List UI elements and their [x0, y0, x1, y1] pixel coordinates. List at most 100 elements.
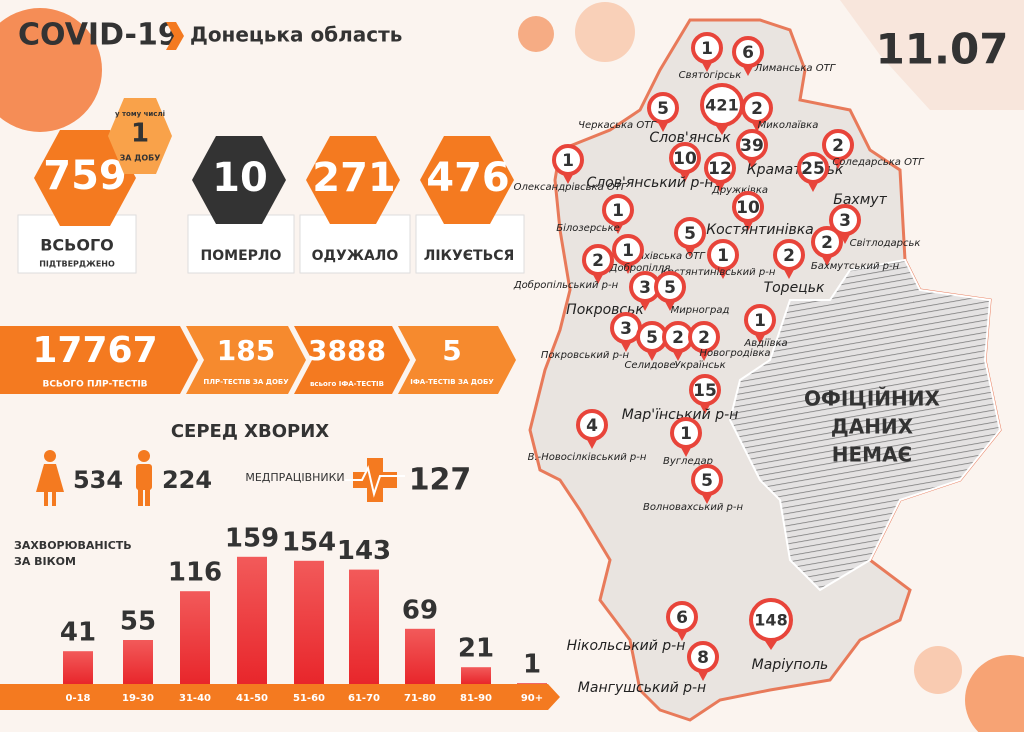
pin-head	[670, 417, 702, 449]
pin-count: 1	[680, 424, 692, 444]
pin-head	[602, 194, 634, 226]
place-name: Маріуполь	[752, 657, 829, 673]
age-category: 51-60	[293, 693, 325, 704]
map-pin: 5 Волновахський р-н	[643, 464, 744, 513]
age-title: ЗАХВОРЮВАНІСТЬ	[14, 539, 132, 552]
pin-count: 1	[701, 39, 713, 59]
pin-count: 3	[839, 211, 851, 231]
map-pin: 3 Світлодарськ	[829, 204, 920, 249]
stat-label: ПОМЕРЛО	[201, 248, 282, 264]
pin-count: 15	[693, 381, 717, 401]
map-pin: 5 Селидове	[624, 321, 676, 371]
place-name: Білозерське	[556, 222, 620, 234]
map-pin: 25 Бахмут	[797, 152, 888, 208]
date: 11.07	[876, 25, 1009, 74]
test-value: 3888	[308, 334, 386, 367]
place-name: Торецьк	[764, 280, 825, 296]
pin-count: 5	[657, 99, 669, 119]
pin-head	[736, 129, 768, 161]
place-name: Українськ	[674, 360, 725, 371]
pin-count: 6	[742, 43, 754, 63]
hexagon	[108, 98, 172, 174]
age-category: 0-18	[65, 693, 90, 704]
age-category: 81-90	[460, 693, 492, 704]
place-name: Святогірськ	[679, 69, 742, 81]
place-name: Покровський р-н	[541, 350, 630, 361]
pin-head	[811, 226, 843, 258]
age-banner	[0, 684, 560, 710]
test-value: 5	[442, 334, 461, 367]
age-value: 116	[168, 558, 222, 588]
pin-head	[689, 374, 721, 406]
map-pin: 6 Нікольський р-н	[567, 601, 698, 654]
pin-head	[704, 152, 736, 184]
place-name: Добропілля	[609, 262, 671, 274]
pin-count: 8	[697, 648, 709, 668]
age-category: 90+	[521, 693, 543, 704]
pin-count: 4	[586, 416, 598, 436]
hexagon	[34, 130, 136, 226]
pin-count: 1	[717, 246, 729, 266]
pin-count: 421	[705, 96, 738, 115]
place-name: В.-Новосілківський р-н	[528, 451, 647, 463]
stat-value: 271	[312, 155, 396, 201]
pin-count: 1	[622, 241, 634, 261]
age-category: 41-50	[236, 693, 268, 704]
pin-count: 6	[676, 608, 688, 628]
test-label: ІФА-ТЕСТІВ ЗА ДОБУ	[410, 378, 494, 386]
place-name: Шахівська ОТГ	[627, 250, 706, 262]
stat-value: 476	[426, 155, 510, 201]
region: Донецька область	[190, 23, 402, 47]
age-value: 154	[282, 527, 336, 557]
pin-count: 2	[832, 136, 844, 156]
age-value: 41	[60, 618, 96, 648]
pin-count: 2	[783, 246, 795, 266]
pin-head	[797, 152, 829, 184]
pin-head	[669, 142, 701, 174]
map-pin: 2 Бахмутський р-н	[811, 226, 900, 272]
pin-head	[654, 271, 686, 303]
stat-label: ЛІКУЄТЬСЯ	[424, 248, 515, 264]
daily-prefix: у тому числі	[115, 110, 165, 118]
map-pin: 5 Шахівська ОТГ	[627, 217, 706, 262]
place-name: Вугледар	[663, 456, 713, 467]
patients: СЕРЕД ХВОРИХ 534 224 МЕДПРАЦІВНИКИ 127	[36, 421, 471, 506]
age-bar	[349, 569, 379, 684]
age-category: 61-70	[348, 693, 380, 704]
map-pin: 1 Авдіївка	[743, 304, 788, 349]
pin-count: 2	[821, 233, 833, 253]
pin-head	[741, 92, 773, 124]
hexagon	[192, 136, 286, 224]
place-name: Соледарська ОТГ	[832, 157, 925, 168]
place-name: Волновахський р-н	[643, 502, 744, 513]
place-name: Краматорськ	[747, 162, 844, 178]
pin-count: 2	[672, 328, 684, 348]
pin-count: 12	[708, 159, 732, 179]
pin-count: 5	[646, 328, 658, 348]
map: ОФІЦІЙНИХ ДАНИХ НЕМАЄ	[528, 18, 1002, 722]
pin-head	[691, 32, 723, 64]
map-pin: 8 Мангушський р-н	[578, 641, 719, 696]
pin-head	[687, 641, 719, 673]
pin-count: 10	[736, 198, 760, 218]
pin-count: 2	[592, 251, 604, 271]
pin-head	[732, 36, 764, 68]
pin-head	[674, 217, 706, 249]
age-bar	[461, 667, 491, 684]
pin-head	[732, 191, 764, 223]
place-name: Нікольський р-н	[567, 638, 686, 654]
age-chart: 41 0-18 55 19-30 116 31-40 159 41-50 154 51-60 143…	[60, 523, 547, 704]
pin-count: 5	[701, 471, 713, 491]
place-name: Мирноград	[671, 305, 730, 316]
map-pin: 421 Слов'янськ	[649, 83, 744, 146]
pin-head	[612, 234, 644, 266]
place-name: Мангушський р-н	[578, 680, 706, 696]
